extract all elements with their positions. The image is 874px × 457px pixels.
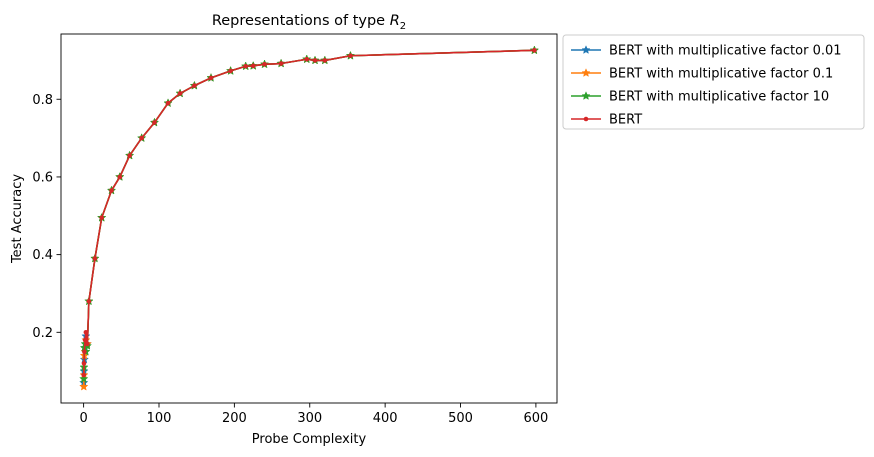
data-point [348,53,353,59]
data-point [304,56,310,62]
chart-title-subscript: 2 [400,21,406,32]
legend-box [562,34,865,130]
data-point [127,153,132,158]
y-tick-label: 0.6 [32,170,53,185]
data-point [165,100,171,106]
data-point [192,83,197,88]
y-axis-title: Test Accuracy [10,174,25,264]
x-tick-label: 100 [147,411,172,426]
data-point [243,63,248,69]
data-point [228,68,233,74]
legend-marker [583,116,589,122]
x-axis-title: Probe Complexity [252,432,367,447]
data-point [79,381,89,391]
data-point [99,215,105,221]
legend-marker [581,68,591,77]
legend-item-1: BERT with multiplicative factor 0.01 [571,44,842,59]
legend-label: BERT [609,113,642,128]
y-tick-label: 0.4 [32,248,53,263]
plot-frame [60,33,558,404]
data-point [250,63,256,69]
legend: BERT with multiplicative factor 0.01 BERT… [562,34,865,130]
x-axis: 0 100 200 300 400 500 600 [79,403,548,426]
legend-label: BERT with multiplicative factor 10 [609,90,829,105]
chart-title: Representations of type R2 [212,13,406,32]
legend-label: BERT with multiplicative factor 0.1 [609,67,833,82]
data-point [322,58,328,63]
x-tick-label: 200 [222,411,247,426]
data-point [177,91,183,96]
series-3 [79,45,539,383]
data-point [82,337,88,343]
chart-title-text: Representations of type [212,13,390,29]
y-axis: 0.2 0.4 0.6 0.8 [32,93,61,341]
data-point [312,58,318,63]
data-point [208,75,214,81]
series-group [79,45,539,391]
data-point [83,330,89,335]
series-line-2 [82,49,535,387]
x-tick-label: 500 [448,411,473,426]
chart-title-variable: R [390,13,400,29]
series-1 [79,45,539,387]
legend-marker [581,91,591,100]
legend-item-4: BERT [571,113,642,128]
data-point [81,361,87,366]
legend-marker [581,45,591,54]
legend-item-2: BERT with multiplicative factor 0.1 [571,67,833,82]
series-line-3 [82,49,535,379]
plot-area [60,33,558,404]
x-tick-label: 600 [523,411,548,426]
data-point [86,298,92,304]
legend-label: BERT with multiplicative factor 0.01 [609,44,842,59]
data-point [532,48,537,53]
data-point [139,135,144,141]
legend-item-3: BERT with multiplicative factor 10 [571,90,829,105]
data-point [278,61,284,66]
data-point [85,341,90,347]
data-point [262,61,267,67]
x-tick-label: 0 [79,411,87,426]
x-tick-label: 400 [373,411,398,426]
y-tick-label: 0.2 [32,326,53,341]
x-tick-label: 300 [297,411,322,426]
data-point [152,120,157,125]
series-line-1 [82,49,535,383]
series-4 [81,48,537,378]
series-2 [79,45,539,391]
y-tick-label: 0.8 [32,93,53,108]
data-point [79,374,89,383]
series-line-4 [82,49,535,376]
data-point [117,174,123,180]
data-point [109,188,114,193]
data-point [92,256,98,261]
data-point [81,372,87,378]
data-point [82,349,87,355]
